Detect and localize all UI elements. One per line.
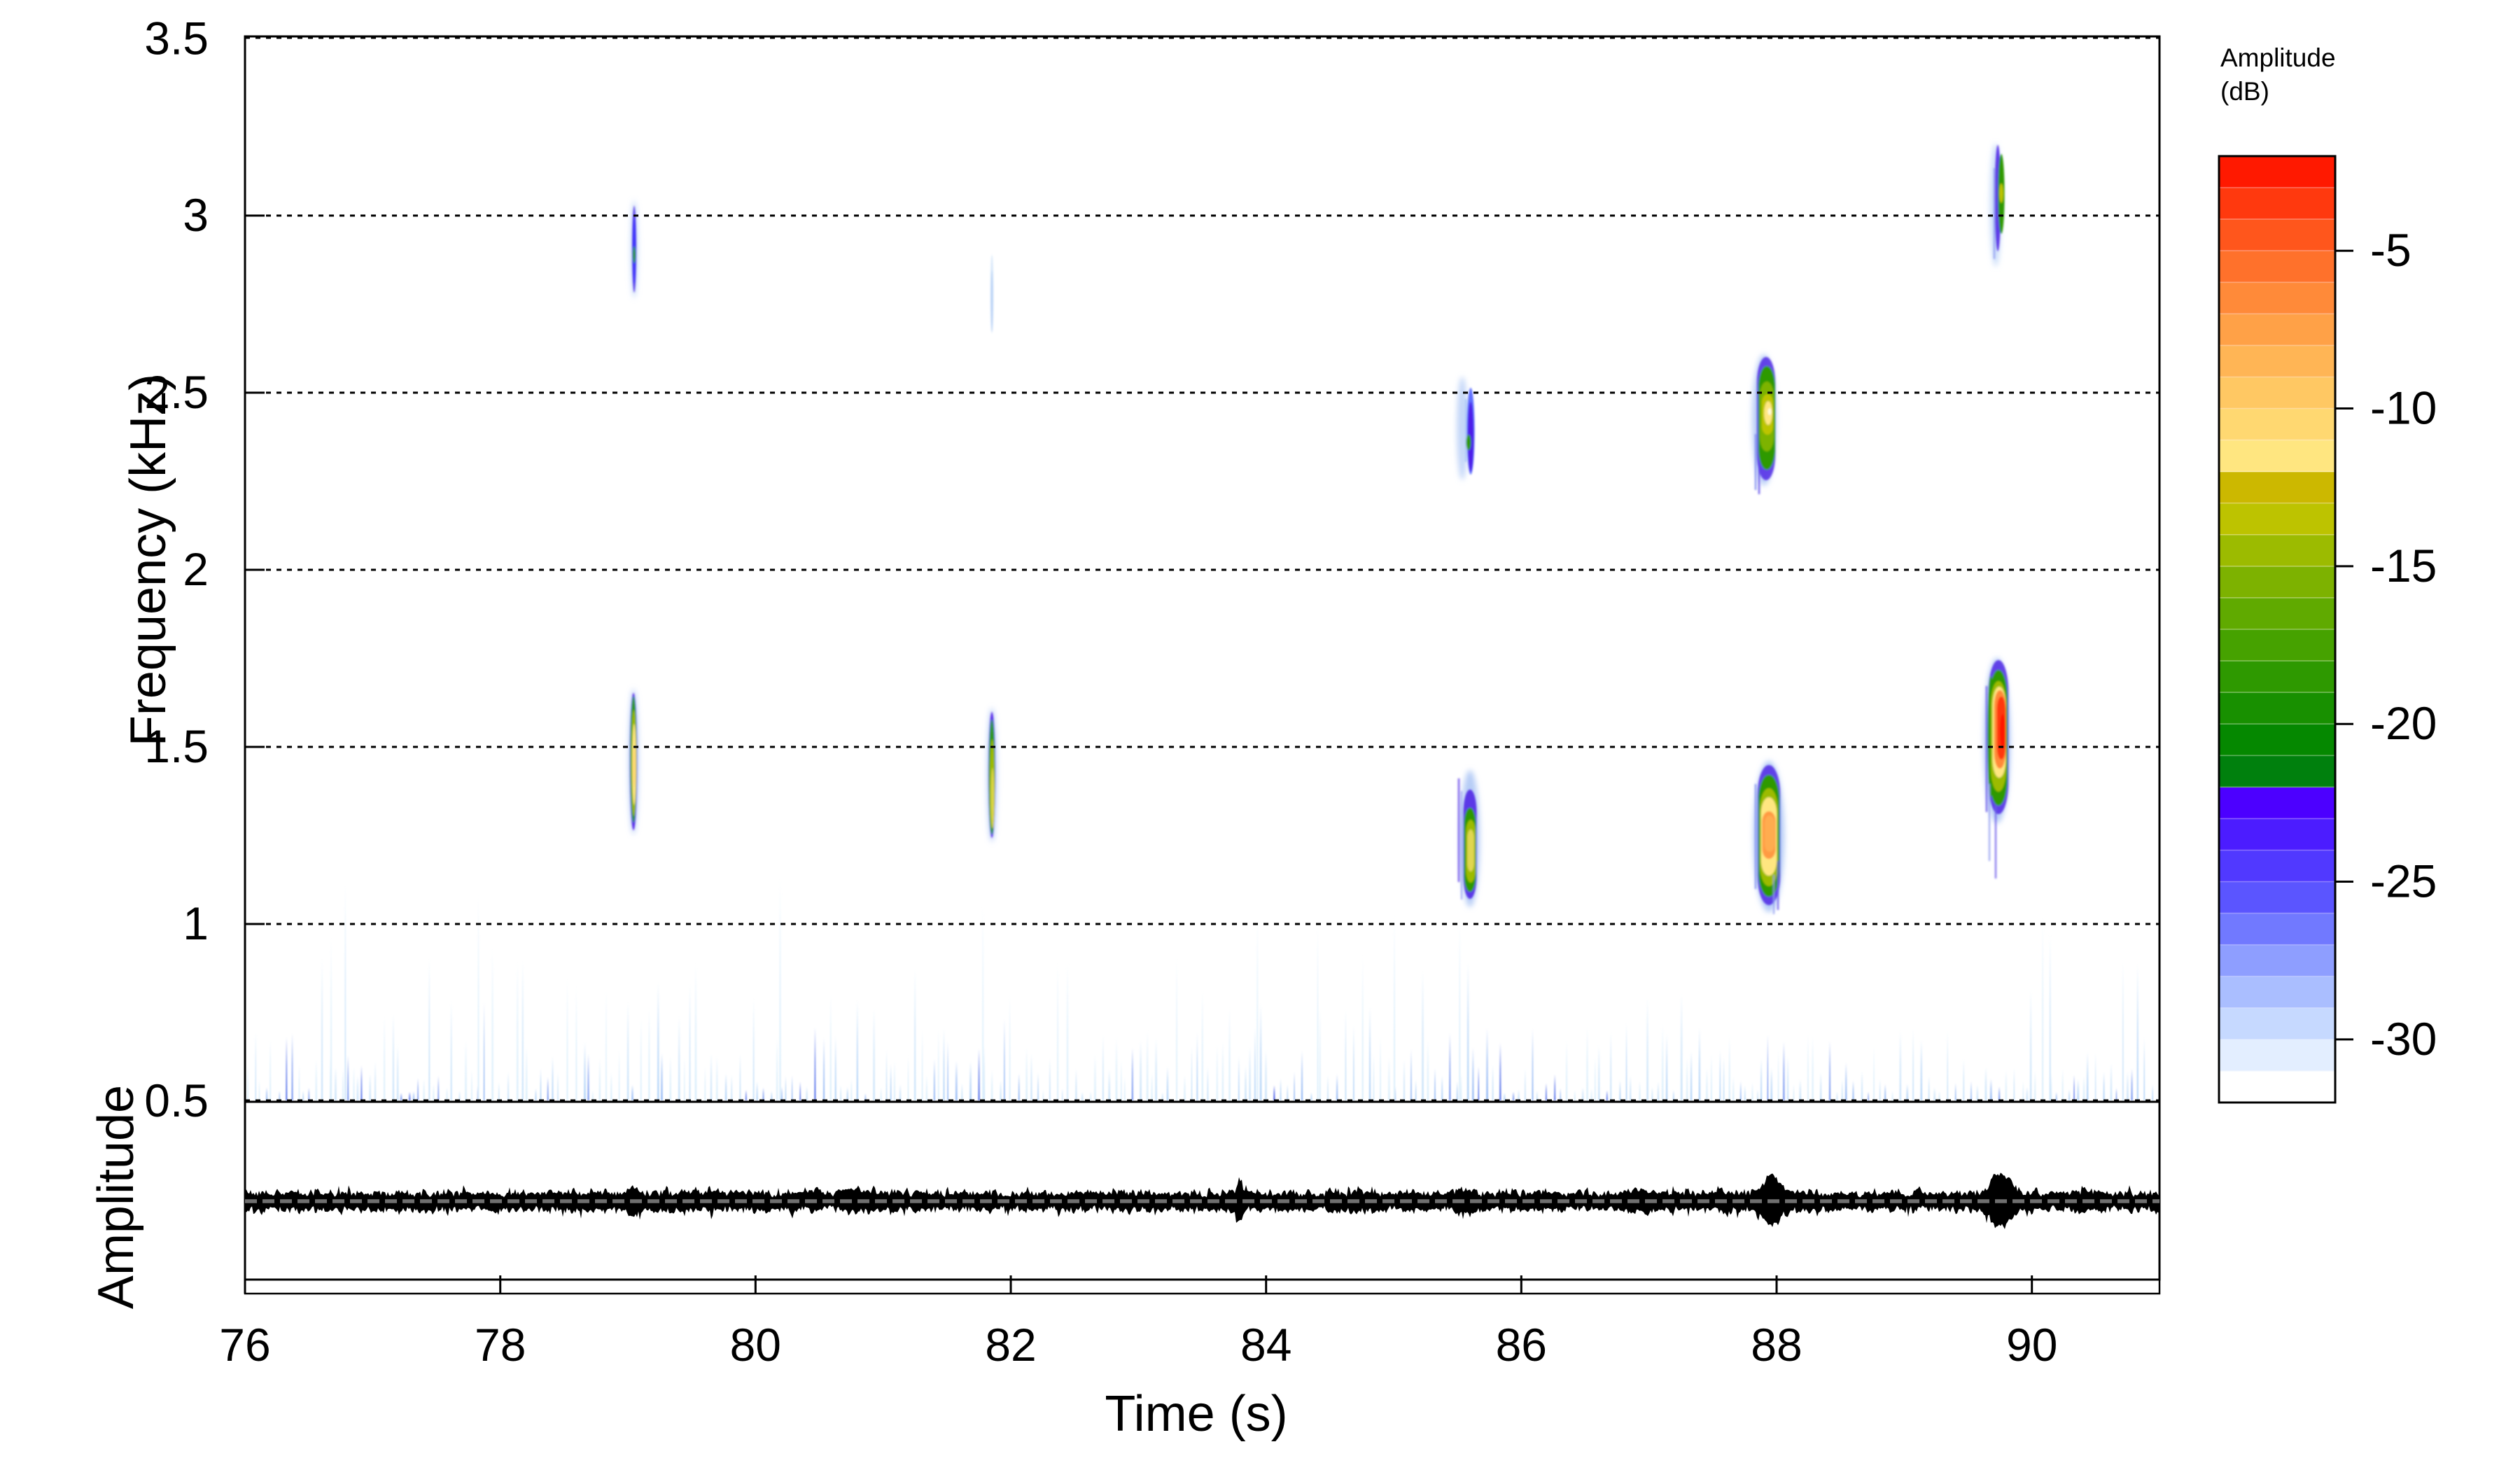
svg-text:Time (s): Time (s) — [1105, 1386, 1287, 1442]
svg-text:-10: -10 — [2370, 382, 2437, 434]
svg-text:3.5: 3.5 — [144, 13, 209, 64]
svg-text:78: 78 — [475, 1319, 526, 1371]
svg-text:86: 86 — [1496, 1319, 1547, 1371]
svg-text:-5: -5 — [2370, 224, 2412, 276]
svg-text:80: 80 — [730, 1319, 781, 1371]
svg-text:2.5: 2.5 — [144, 366, 209, 418]
svg-text:2: 2 — [183, 543, 209, 595]
svg-text:1: 1 — [183, 897, 209, 949]
svg-text:88: 88 — [1751, 1319, 1802, 1371]
svg-text:-30: -30 — [2370, 1013, 2437, 1065]
svg-text:(dB): (dB) — [2220, 77, 2269, 106]
svg-text:Frequency (kHz): Frequency (kHz) — [120, 374, 176, 746]
svg-text:1.5: 1.5 — [144, 720, 209, 772]
svg-text:3: 3 — [183, 189, 209, 241]
svg-text:-25: -25 — [2370, 855, 2437, 907]
svg-text:90: 90 — [2006, 1319, 2057, 1371]
svg-text:0.5: 0.5 — [144, 1074, 209, 1126]
svg-text:84: 84 — [1240, 1319, 1292, 1371]
svg-text:Amplitude: Amplitude — [2220, 43, 2336, 72]
svg-text:-15: -15 — [2370, 540, 2437, 592]
svg-text:82: 82 — [985, 1319, 1036, 1371]
svg-text:Amplitude: Amplitude — [88, 1085, 144, 1309]
svg-text:-20: -20 — [2370, 697, 2437, 749]
svg-text:76: 76 — [219, 1319, 270, 1371]
